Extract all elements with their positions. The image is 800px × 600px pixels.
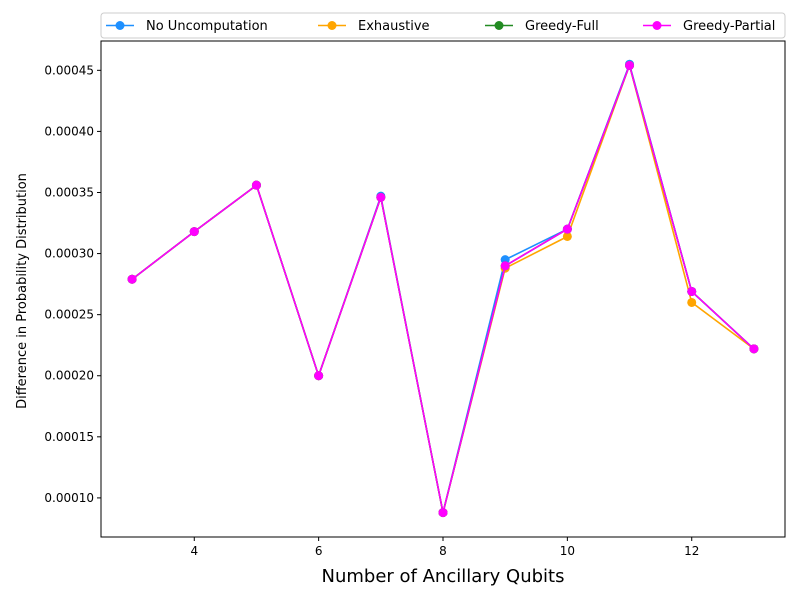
x-tick-label: 12	[684, 544, 699, 558]
data-point	[749, 344, 759, 354]
legend-label: Exhaustive	[358, 19, 430, 34]
data-point	[687, 297, 697, 307]
x-axis-label: Number of Ancillary Qubits	[322, 566, 565, 587]
legend-label: Greedy-Full	[525, 19, 599, 34]
y-tick-label: 0.00020	[44, 369, 94, 383]
data-point	[562, 224, 572, 234]
x-tick-label: 4	[190, 544, 198, 558]
y-axis: 0.00010 0.00015 0.00020 0.00025 0.00030 0.000…	[44, 63, 101, 505]
x-axis: 4 6 8 10 12	[190, 537, 699, 558]
legend-frame	[100, 12, 786, 39]
y-tick-label: 0.00025	[44, 308, 94, 322]
data-point	[438, 508, 448, 518]
legend-entry: Exhaustive	[318, 19, 430, 34]
y-tick-label: 0.00045	[44, 63, 94, 77]
data-point	[687, 286, 697, 296]
data-point	[500, 261, 510, 271]
legend-entry: No Uncomputation	[106, 19, 268, 34]
data-point	[314, 371, 324, 381]
legend-marker	[494, 21, 504, 30]
legend-label: Greedy-Partial	[683, 19, 775, 34]
legend-entry: Greedy-Partial	[643, 19, 775, 34]
legend-entry: Greedy-Full	[485, 19, 599, 34]
y-tick-label: 0.00040	[44, 124, 94, 138]
legend-marker	[115, 21, 125, 30]
legend-marker	[652, 21, 662, 30]
y-axis-label: Difference in Probability Distribution	[15, 173, 30, 409]
y-tick-label: 0.00030	[44, 247, 94, 261]
legend-label: No Uncomputation	[146, 19, 268, 34]
data-point	[376, 192, 386, 202]
y-tick-label: 0.00035	[44, 185, 94, 199]
plot-area	[100, 40, 786, 538]
y-tick-label: 0.00010	[44, 491, 94, 505]
x-tick-label: 8	[439, 544, 447, 558]
legend-marker	[327, 21, 337, 30]
x-tick-label: 6	[315, 544, 323, 558]
data-point	[251, 180, 261, 190]
legend: No Uncomputation Exhaustive Greedy-Full Gre…	[100, 12, 786, 39]
data-point	[562, 231, 572, 241]
data-point	[189, 227, 199, 237]
data-point	[625, 60, 635, 70]
series-greedy-partial	[127, 60, 759, 518]
y-tick-label: 0.00015	[44, 430, 94, 444]
plot-frame	[100, 40, 786, 538]
data-point	[127, 274, 137, 284]
x-tick-label: 10	[560, 544, 575, 558]
